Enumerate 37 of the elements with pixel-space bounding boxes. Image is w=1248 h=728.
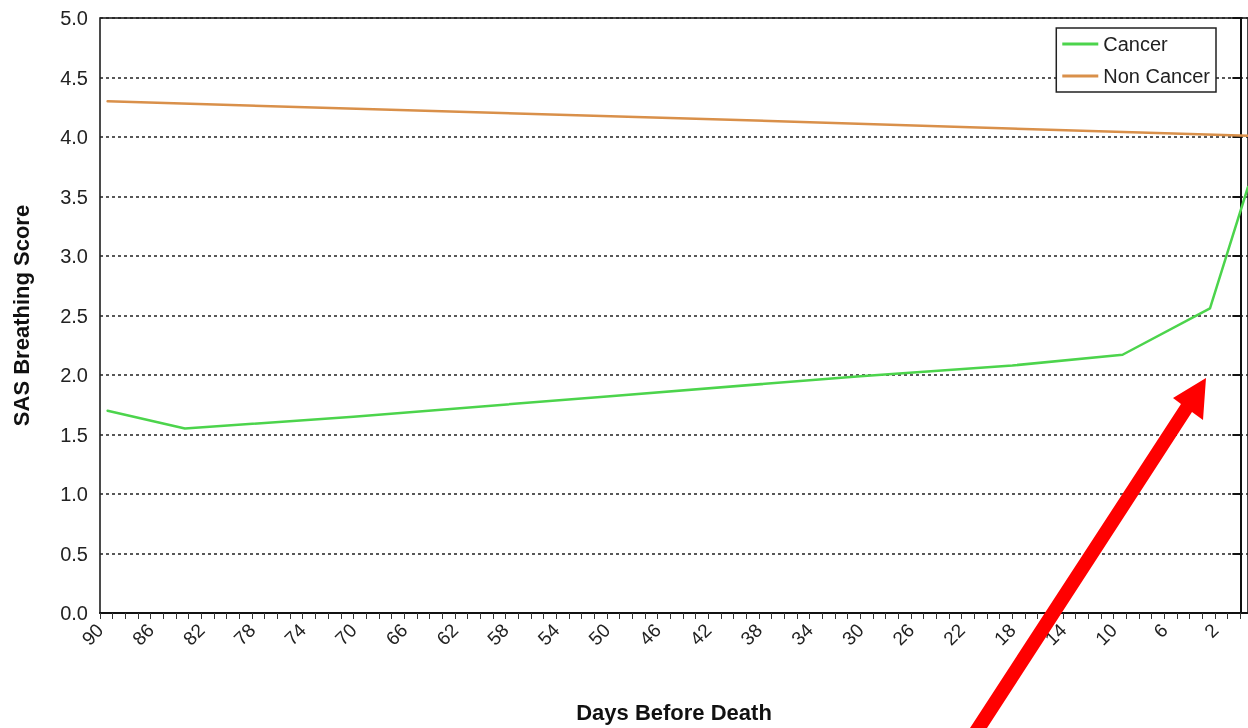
x-tick-label: 18 [989,619,1020,650]
y-axis-title: SAS Breathing Score [8,204,34,427]
x-tick-label: 82 [179,619,209,650]
x-tick-label: 62 [432,619,463,650]
x-tick-label: 74 [280,619,311,650]
x-tick-label: 42 [685,619,716,650]
x-tick-label: 10 [1091,619,1122,650]
x-tick-label: 78 [229,619,260,650]
y-tick-label: 0.5 [60,542,88,565]
x-tick-label: 30 [837,619,868,650]
x-tick-label: 70 [331,619,361,650]
x-tick-label: 58 [483,619,513,650]
y-tick-label: 1.0 [60,483,88,505]
line-series [106,185,1248,430]
x-tick-label: 14 [1040,619,1071,650]
y-tick-label: 2.0 [60,364,88,386]
x-tick-label: 50 [584,619,615,650]
x-tick-label: 2 [1200,619,1223,642]
y-tick-label: 5.0 [60,7,88,29]
y-tick-label: 4.0 [60,126,88,148]
x-tick-label: 46 [635,619,665,650]
x-tick-label: 38 [736,619,767,650]
x-tick-label: 22 [939,619,970,650]
x-tick-label: 66 [381,619,412,650]
y-tick-label: 4.5 [60,66,88,89]
x-tick-label: 6 [1149,619,1172,642]
x-tick-label: 26 [888,619,919,650]
x-tick-label: 34 [787,619,818,650]
x-tick-label: 86 [128,619,159,650]
x-axis-title: Days Before Death [576,699,772,725]
y-tick-label: 1.5 [60,423,88,446]
x-tick-label: 54 [533,619,564,650]
y-tick-label: 3.0 [60,245,88,267]
y-tick-label: 3.5 [60,185,88,208]
legend-label: Non Cancer [1103,65,1211,87]
y-tick-label: 2.5 [60,304,88,327]
legend-label: Cancer [1103,33,1169,55]
